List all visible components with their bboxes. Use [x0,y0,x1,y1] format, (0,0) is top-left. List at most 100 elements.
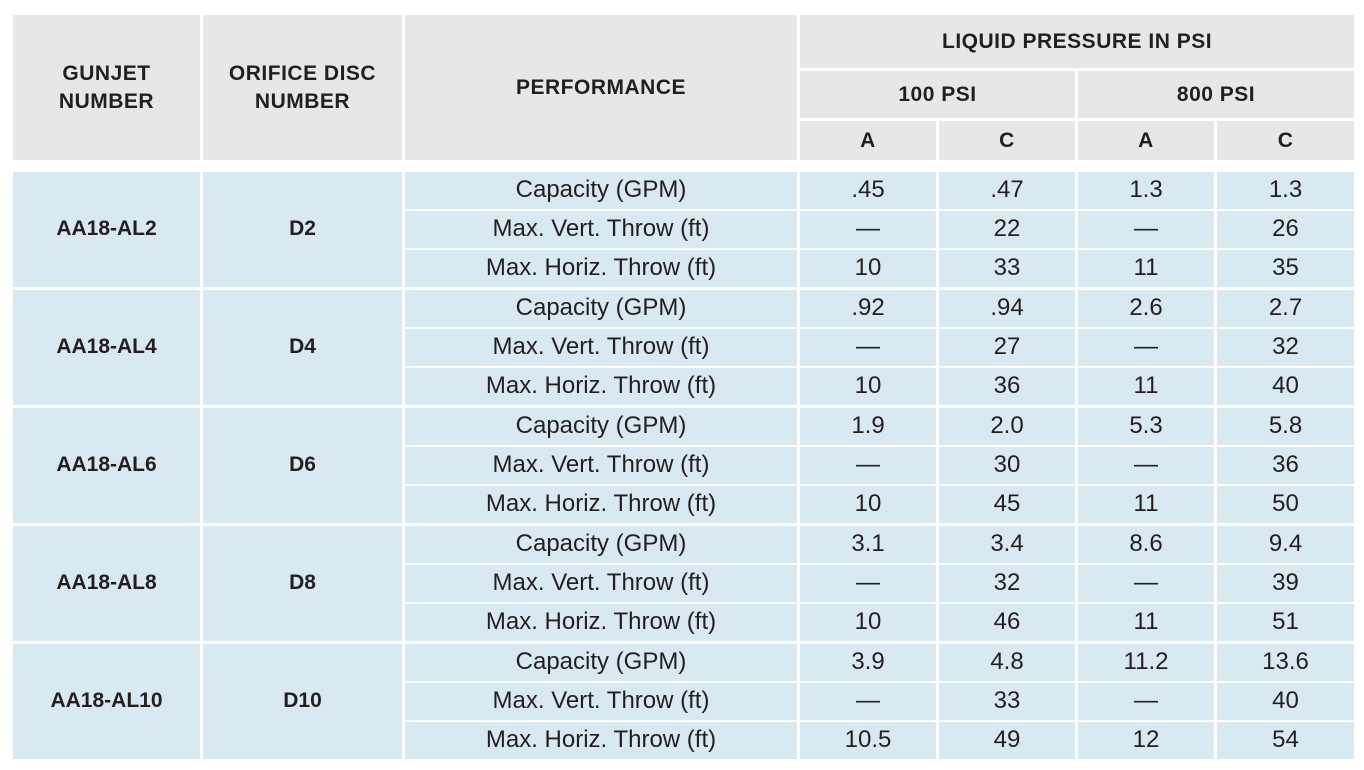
header-100-psi-c: C [936,118,1078,163]
value-800-psi-c-cell: 54 [1213,719,1358,762]
value-800-psi-c-cell: 26 [1213,208,1358,250]
value-100-psi-c-cell: 33 [936,247,1078,290]
value-800-psi-a-cell: 12 [1075,719,1217,762]
table-row: Max. Horiz. Throw (ft) 10 33 11 35 [12,247,1358,290]
value-100-psi-a-cell: 10 [797,483,939,526]
value-100-psi-c-cell: 3.4 [936,523,1078,565]
table-header: GUNJET NUMBER ORIFICE DISC NUMBER PERFOR… [10,12,1358,163]
value-800-psi-a-cell: 11 [1075,483,1217,526]
value-800-psi-c-cell: 2.7 [1213,287,1358,329]
orifice-disc-cell: D4 [200,286,405,408]
gunjet-number-cell: AA18-AL10 [10,640,203,762]
value-100-psi-a-cell: 1.9 [797,405,939,447]
table-row: AA18-AL4 D4 Capacity (GPM) .92.94 2.6 2.7 [10,286,1358,408]
header-800-psi-c: C [1213,118,1358,163]
orifice-disc-cell: D6 [200,404,405,526]
value-100-psi-c-cell: 22 [936,208,1078,250]
performance-label-cell: Capacity (GPM) [402,523,800,565]
value-800-psi-a-cell: — [1075,326,1217,368]
performance-label-cell: Max. Vert. Throw (ft) [402,562,800,604]
performance-label-cell: Max. Vert. Throw (ft) [402,680,800,722]
value-100-psi-a-cell: 10 [797,601,939,644]
value-800-psi-c-cell: 50 [1213,483,1358,526]
value-800-psi-c-cell: 40 [1213,365,1358,408]
table-row: Max. Vert. Throw (ft) —32—39 [12,562,1358,604]
value-100-psi-a-cell: 10.5 [797,719,939,762]
value-100-psi-c-cell: 36 [936,365,1078,408]
performance-label-cell: Max. Horiz. Throw (ft) [402,483,800,526]
performance-label-cell: Max. Horiz. Throw (ft) [402,601,800,644]
gunjet-number-cell: AA18-AL2 [10,169,203,290]
table-row: Max. Vert. Throw (ft) —33—40 [12,680,1358,722]
gunjet-performance-table: GUNJET NUMBER ORIFICE DISC NUMBER PERFOR… [10,12,1358,762]
performance-label-cell: Capacity (GPM) [402,169,800,211]
header-100-psi-a: A [797,118,939,163]
value-800-psi-a-cell: — [1075,562,1217,604]
table-row: AA18-AL6 D6 Capacity (GPM) 1.9 2.0 5.3 5.8 [10,404,1358,526]
header-800-psi: 800 PSI [1074,68,1358,121]
gunjet-number-cell: AA18-AL8 [10,522,203,644]
header-100-psi: 100 PSI [797,68,1078,121]
header-800-psi-a: A [1075,118,1217,163]
table-row: Max. Horiz. Throw (ft) 10 46 11 51 [12,601,1358,644]
gunjet-number-cell: AA18-AL4 [10,286,203,408]
value-100-psi-c-cell: 2.0 [936,405,1078,447]
table-row: AA18-AL10 D10 Capacity (GPM) 3.9 4.8 11.2 13.6 [10,640,1358,762]
table-row: AA18-AL8 D8 Capacity (GPM) 3.1 3.4 8.6 9.4 [10,522,1358,644]
table-row: Max. Horiz. Throw (ft) 10 36 11 40 [12,365,1358,408]
value-800-psi-a-cell: 2.6 [1075,287,1217,329]
value-100-psi-a-cell: — [797,562,939,604]
value-100-psi-c-cell: 49 [936,719,1078,762]
table-row: Max. Horiz. Throw (ft) 10 45 11 50 [12,483,1358,526]
value-100-psi-c-cell: 30 [936,444,1078,486]
gunjet-number-cell: AA18-AL6 [10,404,203,526]
value-100-psi-c-cell: 32 [936,562,1078,604]
value-800-psi-a-cell: 11 [1075,365,1217,408]
performance-label-cell: Capacity (GPM) [402,405,800,447]
table-row: AA18-AL2 D2 Capacity (GPM) .45.47 1.3 1.3 [10,169,1358,290]
orifice-disc-cell: D8 [200,522,405,644]
value-800-psi-a-cell: — [1075,680,1217,722]
performance-label-cell: Max. Horiz. Throw (ft) [402,365,800,408]
value-800-psi-a-cell: — [1075,444,1217,486]
value-800-psi-a-cell: 11 [1075,247,1217,290]
value-800-psi-c-cell: 1.3 [1213,169,1358,211]
value-800-psi-c-cell: 5.8 [1213,405,1358,447]
header-gunjet-number: GUNJET NUMBER [10,12,203,163]
value-800-psi-c-cell: 35 [1213,247,1358,290]
header-body-gap [11,161,1356,171]
value-800-psi-c-cell: 13.6 [1213,641,1358,683]
value-100-psi-c-cell: 33 [936,680,1078,722]
value-800-psi-a-cell: 11 [1075,601,1217,644]
value-800-psi-a-cell: — [1075,208,1217,250]
value-100-psi-a-cell: 3.9 [797,641,939,683]
value-800-psi-a-cell: 1.3 [1075,169,1217,211]
value-100-psi-a-cell: — [797,208,939,250]
performance-label-cell: Capacity (GPM) [402,641,800,683]
orifice-disc-cell: D10 [200,640,405,762]
performance-label-cell: Max. Horiz. Throw (ft) [402,719,800,762]
value-100-psi-c-cell: .94 [936,287,1078,329]
value-100-psi-c-cell: 46 [936,601,1078,644]
table-row: Max. Horiz. Throw (ft) 10.5 49 12 54 [12,719,1358,762]
value-100-psi-a-cell: .92 [797,287,939,329]
performance-label-cell: Capacity (GPM) [402,287,800,329]
table-row: Max. Vert. Throw (ft) —22—26 [12,208,1358,250]
value-100-psi-a-cell: 3.1 [797,523,939,565]
value-800-psi-c-cell: 9.4 [1213,523,1358,565]
value-100-psi-a-cell: .45 [797,169,939,211]
table-row: Max. Vert. Throw (ft) —27—32 [12,326,1358,368]
header-orifice-disc-number: ORIFICE DISC NUMBER [200,12,405,163]
value-100-psi-c-cell: 45 [936,483,1078,526]
orifice-disc-cell: D2 [200,169,405,290]
value-100-psi-a-cell: 10 [797,365,939,408]
value-100-psi-a-cell: — [797,444,939,486]
table-row: Max. Vert. Throw (ft) —30—36 [12,444,1358,486]
value-100-psi-c-cell: .47 [936,169,1078,211]
performance-label-cell: Max. Vert. Throw (ft) [402,208,800,250]
header-performance: PERFORMANCE [402,12,800,163]
value-100-psi-c-cell: 4.8 [936,641,1078,683]
table-body: AA18-AL2 D2 Capacity (GPM) .45.47 1.3 1.3 Max.… [10,161,1358,762]
value-800-psi-a-cell: 8.6 [1075,523,1217,565]
spec-table-wrapper: GUNJET NUMBER ORIFICE DISC NUMBER PERFOR… [10,12,1358,762]
